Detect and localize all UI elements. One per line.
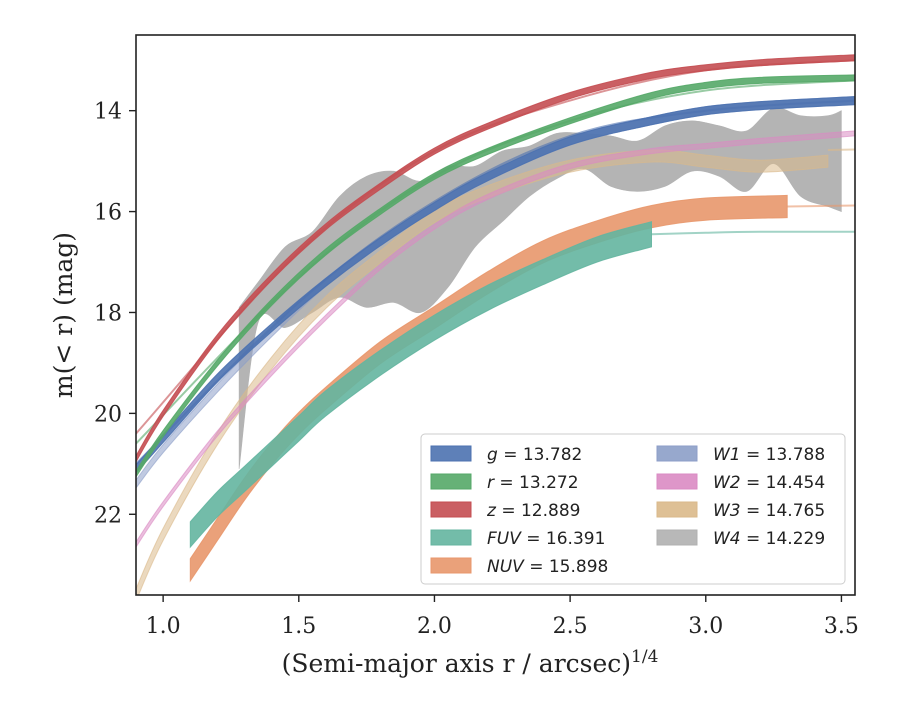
legend-item-w1: W1 = 13.788 — [656, 445, 825, 465]
legend-item-g: g = 13.782 — [430, 445, 582, 465]
x-tick-label: 3.0 — [688, 614, 723, 639]
legend-swatch — [430, 557, 472, 574]
y-axis: 14 16 18 20 22 — [94, 100, 136, 528]
fit-r-13-272 — [136, 79, 855, 445]
series-layer — [136, 54, 855, 595]
legend-item-z: z = 12.889 — [430, 501, 580, 521]
legend-label: W4 = 14.229 — [713, 529, 825, 549]
legend-swatch — [656, 501, 698, 518]
legend-label-symbol: z — [486, 501, 497, 521]
fit-z-12-889 — [136, 59, 855, 435]
legend-swatch — [656, 473, 698, 490]
legend-label-symbol: NUV — [487, 557, 525, 577]
legend-swatch — [430, 445, 472, 462]
legend-label: NUV = 15.898 — [487, 557, 608, 577]
band-w3-14-765 — [136, 149, 829, 595]
legend-label-value: = 13.782 — [498, 445, 583, 465]
legend-label-value: = 13.272 — [494, 473, 579, 493]
band-z-12-889 — [136, 54, 855, 463]
legend-label-symbol: W2 — [713, 473, 741, 493]
x-tick-label: 1.0 — [146, 614, 181, 639]
legend-box — [420, 433, 846, 585]
legend-label: z = 12.889 — [486, 501, 580, 521]
fit-nuv-15-898 — [787, 204, 855, 208]
series-w3-14-765 — [136, 148, 855, 595]
y-tick-label: 18 — [94, 301, 122, 326]
legend-label-value: = 14.229 — [741, 529, 826, 549]
band-r-13-272 — [136, 74, 855, 478]
x-tick-label: 2.5 — [553, 614, 588, 639]
series-w2-14-454 — [136, 130, 855, 549]
fit-w3-14-765 — [827, 148, 855, 151]
series-z-12-889 — [136, 54, 855, 463]
band-w2-14-454 — [136, 130, 855, 549]
legend-item-fuv: FUV = 16.391 — [430, 529, 605, 549]
legend-swatch — [656, 445, 698, 462]
x-axis-title-text: (Semi-major axis r / arcsec) — [282, 649, 631, 678]
legend-item-w3: W3 = 14.765 — [656, 501, 825, 521]
legend-label-symbol: W1 — [713, 445, 741, 465]
legend-label: FUV = 16.391 — [487, 529, 605, 549]
legend-label-value: = 13.788 — [741, 445, 826, 465]
x-tick-label: 1.5 — [281, 614, 316, 639]
legend-label: W2 = 14.454 — [713, 473, 825, 493]
series-g-13-782 — [136, 95, 855, 474]
legend-label: r = 13.272 — [487, 473, 579, 493]
legend-label-symbol: g — [487, 445, 498, 465]
y-tick-label: 20 — [94, 402, 122, 427]
series-fuv-16-391 — [189, 221, 855, 549]
x-axis-title: (Semi-major axis r / arcsec)1/4 — [282, 647, 659, 678]
legend-label-value: = 15.898 — [524, 557, 609, 577]
legend-label-symbol: FUV — [487, 529, 522, 549]
legend-swatch — [430, 473, 472, 490]
legend-item-w4: W4 = 14.229 — [656, 529, 825, 549]
legend-label-value: = 14.454 — [741, 473, 826, 493]
x-tick-label: 3.5 — [824, 614, 859, 639]
legend-label: g = 13.782 — [487, 445, 582, 465]
fit-g-13-782 — [136, 99, 855, 465]
y-tick-label: 22 — [94, 503, 122, 528]
plot-frame — [135, 34, 856, 596]
fit-fuv-16-391 — [651, 230, 855, 236]
legend-label-symbol: r — [487, 473, 495, 493]
x-tick-label: 2.0 — [417, 614, 452, 639]
legend-swatch — [656, 529, 698, 546]
legend-swatch — [430, 501, 472, 518]
band-fuv-16-391 — [189, 221, 652, 549]
series-r-13-272 — [136, 74, 855, 478]
y-tick-label: 16 — [94, 201, 122, 226]
y-tick-label: 14 — [94, 100, 122, 125]
legend-label-value: = 16.391 — [521, 529, 606, 549]
legend-swatch — [430, 529, 472, 546]
legend-label: W3 = 14.765 — [713, 501, 825, 521]
x-axis: 1.0 1.5 2.0 2.5 3.0 3.5 — [146, 595, 859, 639]
y-axis-title: m(< r) (mag) — [49, 232, 78, 398]
x-axis-title-power: 1/4 — [631, 647, 658, 667]
legend-label-symbol: W4 — [713, 529, 741, 549]
legend-label-value: = 12.889 — [496, 501, 581, 521]
legend-item-w2: W2 = 14.454 — [656, 473, 825, 493]
legend-label-symbol: W3 — [713, 501, 741, 521]
legend-item-r: r = 13.272 — [430, 473, 579, 493]
legend-item-nuv: NUV = 15.898 — [430, 557, 608, 577]
legend-label-value: = 14.765 — [741, 501, 826, 521]
legend-label: W1 = 13.788 — [713, 445, 825, 465]
